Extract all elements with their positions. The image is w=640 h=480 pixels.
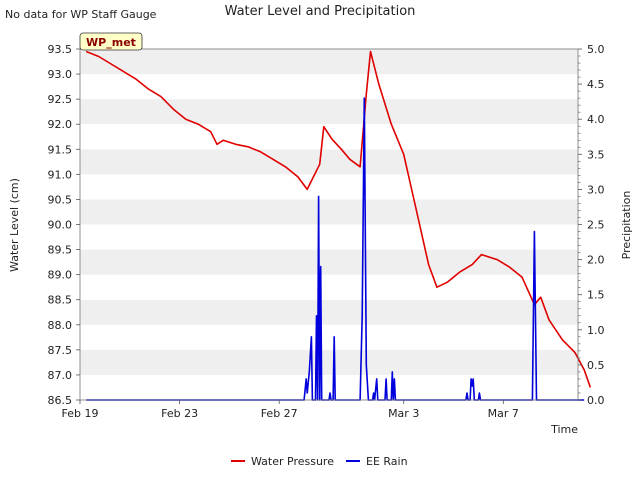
left-tick-label: 89.5 (48, 244, 73, 257)
no-data-note: No data for WP Staff Gauge (5, 8, 157, 21)
left-tick-label: 88.5 (48, 294, 73, 307)
left-tick-label: 92.0 (48, 118, 73, 131)
x-tick-label: Mar 7 (488, 407, 519, 420)
right-tick-label: 3.0 (587, 183, 605, 196)
left-tick-label: 93.0 (48, 68, 73, 81)
x-axis-ticks: Feb 19 Feb 23 Feb 27 Mar 3 Mar 7 (62, 400, 519, 420)
left-axis-label: Water Level (cm) (8, 178, 21, 272)
right-tick-label: 5.0 (587, 43, 605, 56)
left-tick-label: 86.5 (48, 394, 73, 407)
grid-band (80, 224, 578, 250)
x-tick-label: Feb 23 (161, 407, 198, 420)
grid-band (80, 74, 578, 100)
right-tick-label: 4.0 (587, 113, 605, 126)
right-tick-label: 1.0 (587, 324, 605, 337)
series-layer (85, 50, 592, 401)
right-tick-label: 2.5 (587, 219, 605, 232)
series-line-ee-rain (86, 97, 585, 401)
grid-band (80, 49, 578, 75)
right-axis-label: Precipitation (620, 191, 633, 260)
right-tick-label: 1.5 (587, 289, 605, 302)
x-tick-label: Feb 19 (62, 407, 99, 420)
legend: Water Pressure EE Rain (231, 455, 408, 468)
x-tick-label: Feb 27 (261, 407, 298, 420)
grid-band (80, 299, 578, 325)
grid-band (80, 249, 578, 275)
left-tick-label: 92.5 (48, 93, 73, 106)
chart-title: Water Level and Precipitation (225, 4, 416, 19)
left-tick-label: 89.0 (48, 269, 73, 282)
grid-band (80, 124, 578, 150)
right-tick-label: 0.0 (587, 394, 605, 407)
badge-box (79, 32, 143, 51)
grid-band (80, 99, 578, 125)
left-tick-label: 87.5 (48, 344, 73, 357)
right-tick-label: 0.5 (587, 359, 605, 372)
left-tick-label: 91.0 (48, 168, 73, 181)
grid-band (80, 274, 578, 300)
legend-label-water-pressure: Water Pressure (251, 455, 334, 468)
right-tick-label: 2.0 (587, 254, 605, 267)
grid-band (80, 349, 578, 375)
grid-bands (80, 49, 578, 400)
grid-band (80, 149, 578, 175)
left-tick-label: 91.5 (48, 143, 73, 156)
grid-band (80, 199, 578, 225)
left-tick-label: 90.5 (48, 193, 73, 206)
site-badge: WP_met (79, 32, 143, 51)
left-axis-ticks: 86.5 87.0 87.5 88.0 88.5 89.0 89.5 90.0 90.5 91.0… (48, 43, 80, 407)
left-tick-label: 90.0 (48, 219, 73, 232)
right-axis-ticks: 0.0 0.5 1.0 1.5 2.0 2.5 3.0 3.5 4.0 4.5 5.0 (578, 43, 605, 407)
x-axis-label: Time (550, 423, 578, 436)
right-tick-label: 4.5 (587, 78, 605, 91)
left-tick-label: 93.5 (48, 43, 73, 56)
legend-label-ee-rain: EE Rain (366, 455, 408, 468)
badge-label: WP_met (86, 36, 136, 49)
left-tick-label: 87.0 (48, 369, 73, 382)
x-tick-label: Mar 3 (388, 407, 419, 420)
left-tick-label: 88.0 (48, 319, 73, 332)
series-line-water-pressure (85, 50, 592, 388)
grid-band (80, 324, 578, 350)
grid-band (80, 174, 578, 200)
right-tick-label: 3.5 (587, 148, 605, 161)
